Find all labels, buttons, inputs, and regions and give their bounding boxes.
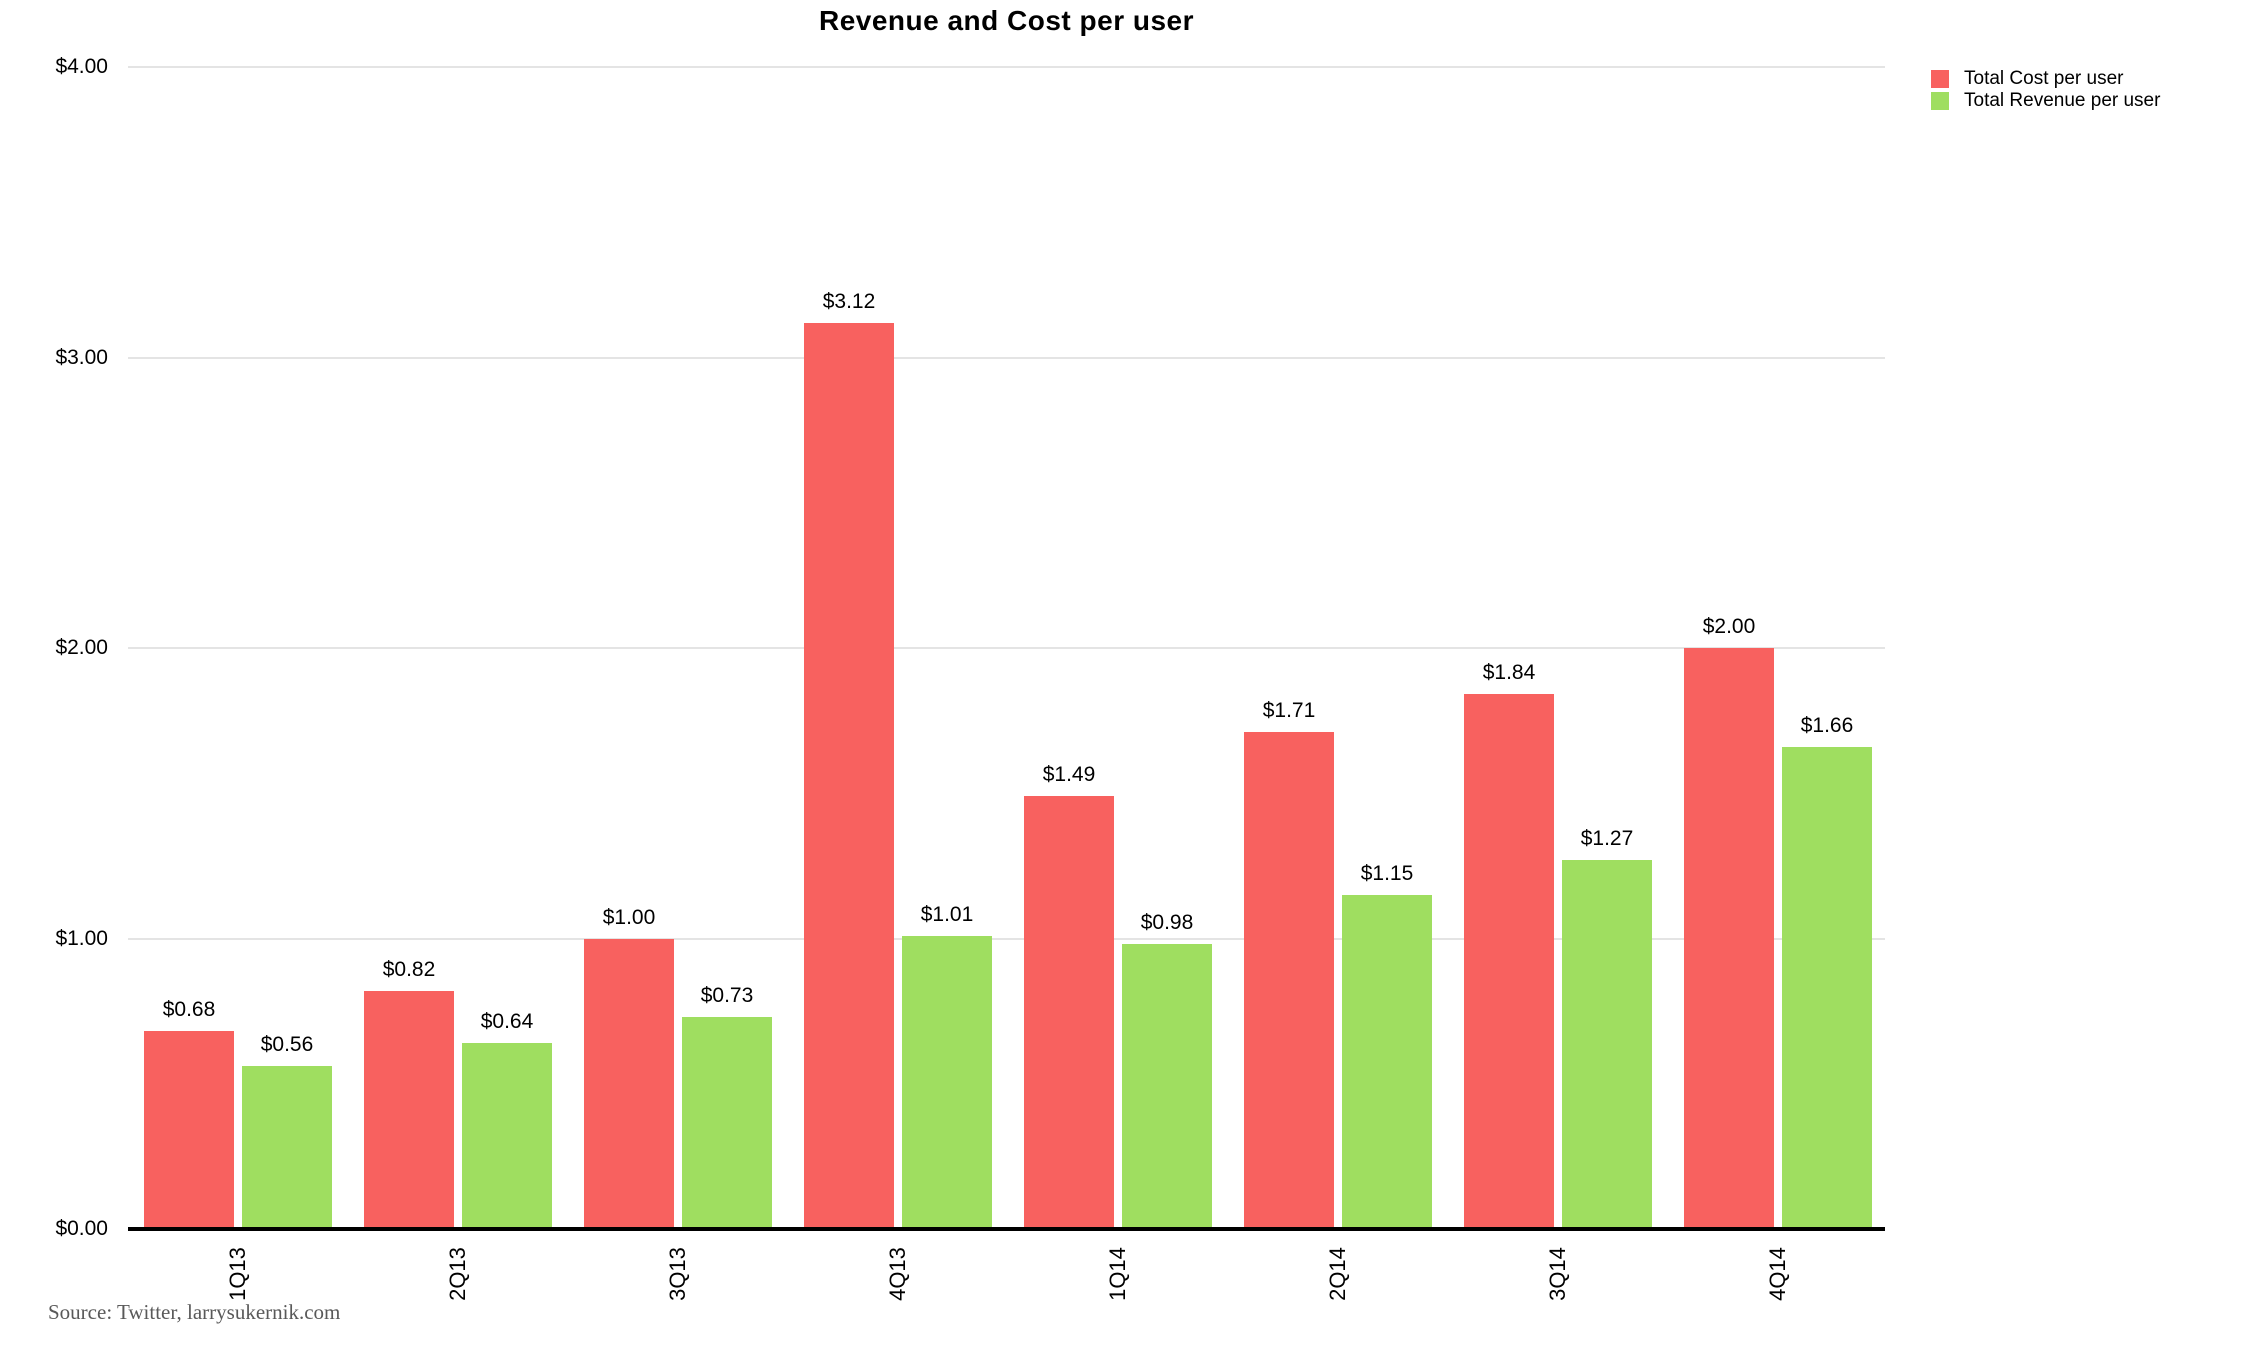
- legend-item: Total Revenue per user: [1931, 91, 2160, 110]
- bar-value-label: $1.15: [1360, 861, 1414, 885]
- x-axis-tick-label: 2Q14: [1325, 1247, 1350, 1301]
- cost-bar: [144, 1031, 234, 1229]
- revenue-bar: [902, 935, 992, 1229]
- chart-title: Revenue and Cost per user: [818, 5, 1195, 36]
- revenue-bar: [1122, 944, 1212, 1229]
- legend: Total Cost per user Total Revenue per use…: [1931, 69, 2160, 113]
- x-axis-tick-label: 3Q13: [665, 1247, 690, 1301]
- legend-item: Total Cost per user: [1931, 69, 2160, 88]
- revenue-bar: [1562, 860, 1652, 1229]
- gridline: [128, 647, 1885, 649]
- y-axis-tick-label: $3.00: [55, 345, 108, 369]
- bar-value-label: $1.71: [1262, 699, 1316, 723]
- bar-value-label: $0.56: [260, 1033, 314, 1057]
- x-axis-tick-label: 4Q13: [885, 1247, 910, 1301]
- x-axis-tick-label: 1Q13: [225, 1247, 250, 1301]
- revenue-bar: [242, 1066, 332, 1229]
- bar-value-label: $0.73: [700, 983, 754, 1007]
- cost-bar: [1024, 796, 1114, 1229]
- gridline: [128, 937, 1885, 940]
- cost-bar: [804, 322, 894, 1229]
- revenue-bar: [1782, 746, 1872, 1229]
- x-axis-tick-label: 2Q13: [445, 1247, 470, 1301]
- bar-value-label: $0.82: [382, 957, 436, 981]
- bar-value-label: $1.49: [1042, 763, 1096, 787]
- gridline: [128, 356, 1885, 359]
- x-axis-tick-label: 3Q14: [1545, 1247, 1570, 1301]
- y-axis-tick-label: $1.00: [55, 926, 108, 950]
- bar-value-label: $3.12: [822, 289, 876, 313]
- bar-value-label: $1.66: [1800, 713, 1854, 737]
- bar-value-label: $1.01: [920, 902, 974, 926]
- bar-value-label: $0.68: [162, 998, 216, 1022]
- cost-bar: [1684, 648, 1774, 1229]
- legend-label: Total Revenue per user: [1964, 90, 2161, 111]
- revenue-bar: [462, 1043, 552, 1229]
- bar-value-label: $0.64: [480, 1010, 534, 1034]
- cost-bar: [1244, 732, 1334, 1229]
- bar-value-label: $0.98: [1140, 911, 1194, 935]
- revenue-bar: [682, 1016, 772, 1229]
- cost-bar: [584, 938, 674, 1229]
- y-axis-tick-label: $4.00: [55, 55, 108, 78]
- bar-value-label: $2.00: [1702, 615, 1756, 638]
- cost-bar: [364, 990, 454, 1229]
- x-axis-tick-label: 4Q14: [1765, 1247, 1790, 1301]
- y-axis-tick-label: $2.00: [55, 636, 108, 659]
- legend-swatch: [1931, 69, 1949, 88]
- bar-value-label: $1.27: [1580, 827, 1634, 851]
- cost-bar: [1464, 694, 1554, 1229]
- revenue-bar: [1342, 894, 1432, 1229]
- x-axis-line: [128, 1227, 1885, 1231]
- y-axis-tick-label: $0.00: [55, 1217, 108, 1240]
- x-axis-tick-label: 1Q14: [1105, 1247, 1130, 1301]
- bar-value-label: $1.00: [602, 905, 656, 929]
- legend-label: Total Cost per user: [1964, 68, 2124, 89]
- gridline: [128, 66, 1885, 68]
- source-note: Source: Twitter, larrysukernik.com: [48, 1300, 341, 1324]
- legend-swatch: [1931, 91, 1949, 110]
- bar-value-label: $1.84: [1482, 661, 1536, 685]
